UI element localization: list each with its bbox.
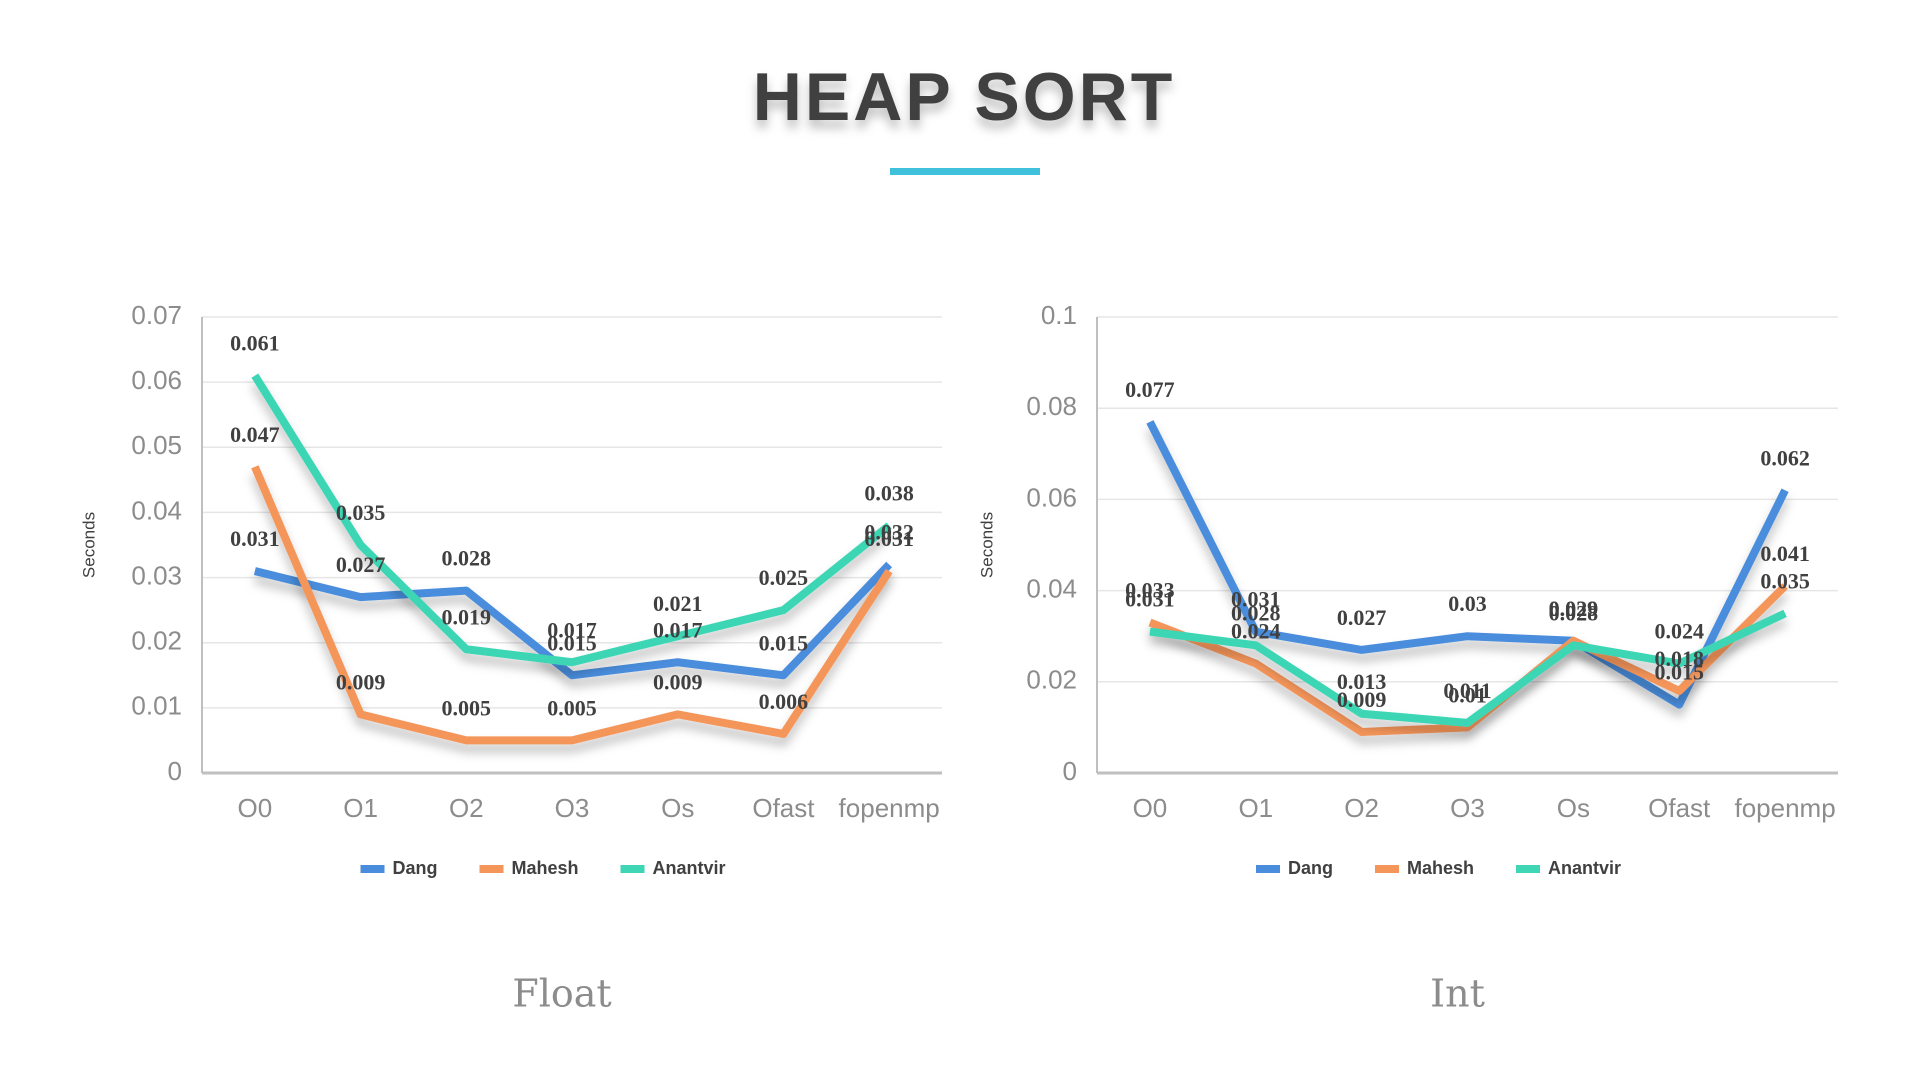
- x-tick-label: Os: [661, 793, 694, 823]
- y-tick-label: 0.06: [1026, 482, 1077, 512]
- data-label: 0.015: [759, 630, 809, 655]
- y-tick-label: 0.06: [131, 365, 182, 395]
- series-line: [1149, 609, 1787, 727]
- data-label: 0.017: [653, 617, 703, 642]
- legend: Dang Mahesh Anantvir: [360, 858, 726, 878]
- data-label: 0.01: [1448, 682, 1487, 707]
- legend-label: Dang: [393, 858, 438, 878]
- legend-label: Mahesh: [1407, 858, 1474, 878]
- data-label: 0.029: [1549, 596, 1599, 621]
- data-label: 0.025: [759, 565, 809, 590]
- y-axis-label: Seconds: [79, 512, 98, 578]
- data-label: 0.024: [1654, 619, 1704, 644]
- data-label: 0.009: [336, 669, 386, 694]
- data-label: 0.03: [1448, 591, 1487, 616]
- data-label: 0.006: [759, 689, 809, 714]
- data-label: 0.032: [864, 520, 914, 545]
- y-tick-label: 0: [168, 756, 182, 786]
- data-label: 0.062: [1760, 445, 1810, 470]
- legend-label: Anantvir: [653, 858, 726, 878]
- data-label: 0.011: [1443, 678, 1491, 703]
- x-tick-label: O2: [1344, 793, 1379, 823]
- y-tick-label: 0.02: [1026, 665, 1077, 695]
- title-underline: [890, 168, 1040, 175]
- legend: Dang Mahesh Anantvir: [1256, 858, 1621, 878]
- x-tick-label: Ofast: [752, 793, 815, 823]
- y-tick-label: 0: [1063, 756, 1077, 786]
- legend-label: Anantvir: [1548, 858, 1621, 878]
- series-line: [1148, 583, 1788, 736]
- series-line: [251, 465, 893, 745]
- data-label: 0.021: [653, 591, 703, 616]
- data-label: 0.015: [1654, 660, 1704, 685]
- data-label: 0.027: [1337, 605, 1387, 630]
- y-tick-label: 0.08: [1026, 391, 1077, 421]
- y-tick-label: 0.1: [1041, 300, 1077, 330]
- legend-label: Mahesh: [512, 858, 579, 878]
- data-label: 0.041: [1760, 541, 1810, 566]
- data-label: 0.031: [1125, 587, 1175, 612]
- data-label: 0.013: [1337, 669, 1387, 694]
- y-tick-label: 0.04: [1026, 573, 1077, 603]
- data-label: 0.027: [336, 552, 386, 577]
- data-label: 0.028: [1231, 600, 1281, 625]
- data-label: 0.035: [1760, 568, 1810, 593]
- data-label: 0.005: [547, 695, 597, 720]
- x-tick-label: O1: [1238, 793, 1273, 823]
- data-label: 0.035: [336, 500, 386, 525]
- data-label: 0.019: [442, 604, 492, 629]
- page-title: HEAP SORT: [753, 59, 1175, 135]
- y-tick-label: 0.04: [131, 495, 182, 525]
- x-tick-label: fopenmp: [839, 793, 940, 823]
- x-tick-label: O3: [555, 793, 590, 823]
- data-label: 0.077: [1125, 377, 1175, 402]
- data-label: 0.005: [442, 695, 492, 720]
- data-label: 0.031: [230, 526, 280, 551]
- legend-label: Dang: [1288, 858, 1333, 878]
- data-label: 0.009: [1337, 687, 1387, 712]
- x-tick-label: fopenmp: [1734, 793, 1835, 823]
- x-tick-label: Os: [1557, 793, 1590, 823]
- x-tick-label: O0: [238, 793, 273, 823]
- x-tick-label: O2: [449, 793, 484, 823]
- chart-caption: Float: [512, 972, 611, 1016]
- data-label: 0.018: [1654, 646, 1704, 671]
- x-tick-label: Ofast: [1648, 793, 1711, 823]
- data-label: 0.061: [230, 331, 280, 356]
- data-label: 0.031: [1231, 587, 1281, 612]
- x-tick-label: O1: [343, 793, 378, 823]
- data-label: 0.047: [230, 422, 280, 447]
- y-axis-label: Seconds: [977, 512, 996, 578]
- data-label: 0.024: [1231, 619, 1281, 644]
- y-tick-label: 0.07: [131, 300, 182, 330]
- data-label: 0.028: [442, 546, 492, 571]
- chart-caption: Int: [1430, 972, 1485, 1016]
- data-label: 0.009: [653, 669, 703, 694]
- data-label: 0.029: [1549, 596, 1599, 621]
- y-tick-label: 0.01: [131, 691, 182, 721]
- series-line: [1146, 420, 1789, 709]
- x-tick-label: O3: [1450, 793, 1485, 823]
- data-label: 0.031: [864, 526, 914, 551]
- series-line: [251, 373, 892, 667]
- series-line: [253, 561, 893, 680]
- y-tick-label: 0.05: [131, 430, 182, 460]
- data-label: 0.017: [547, 617, 597, 642]
- data-label: 0.033: [1125, 578, 1175, 603]
- data-label: 0.028: [1549, 600, 1599, 625]
- y-tick-label: 0.03: [131, 560, 182, 590]
- data-label: 0.015: [547, 630, 597, 655]
- x-tick-label: O0: [1133, 793, 1168, 823]
- y-tick-label: 0.02: [131, 626, 182, 656]
- data-label: 0.038: [864, 481, 914, 506]
